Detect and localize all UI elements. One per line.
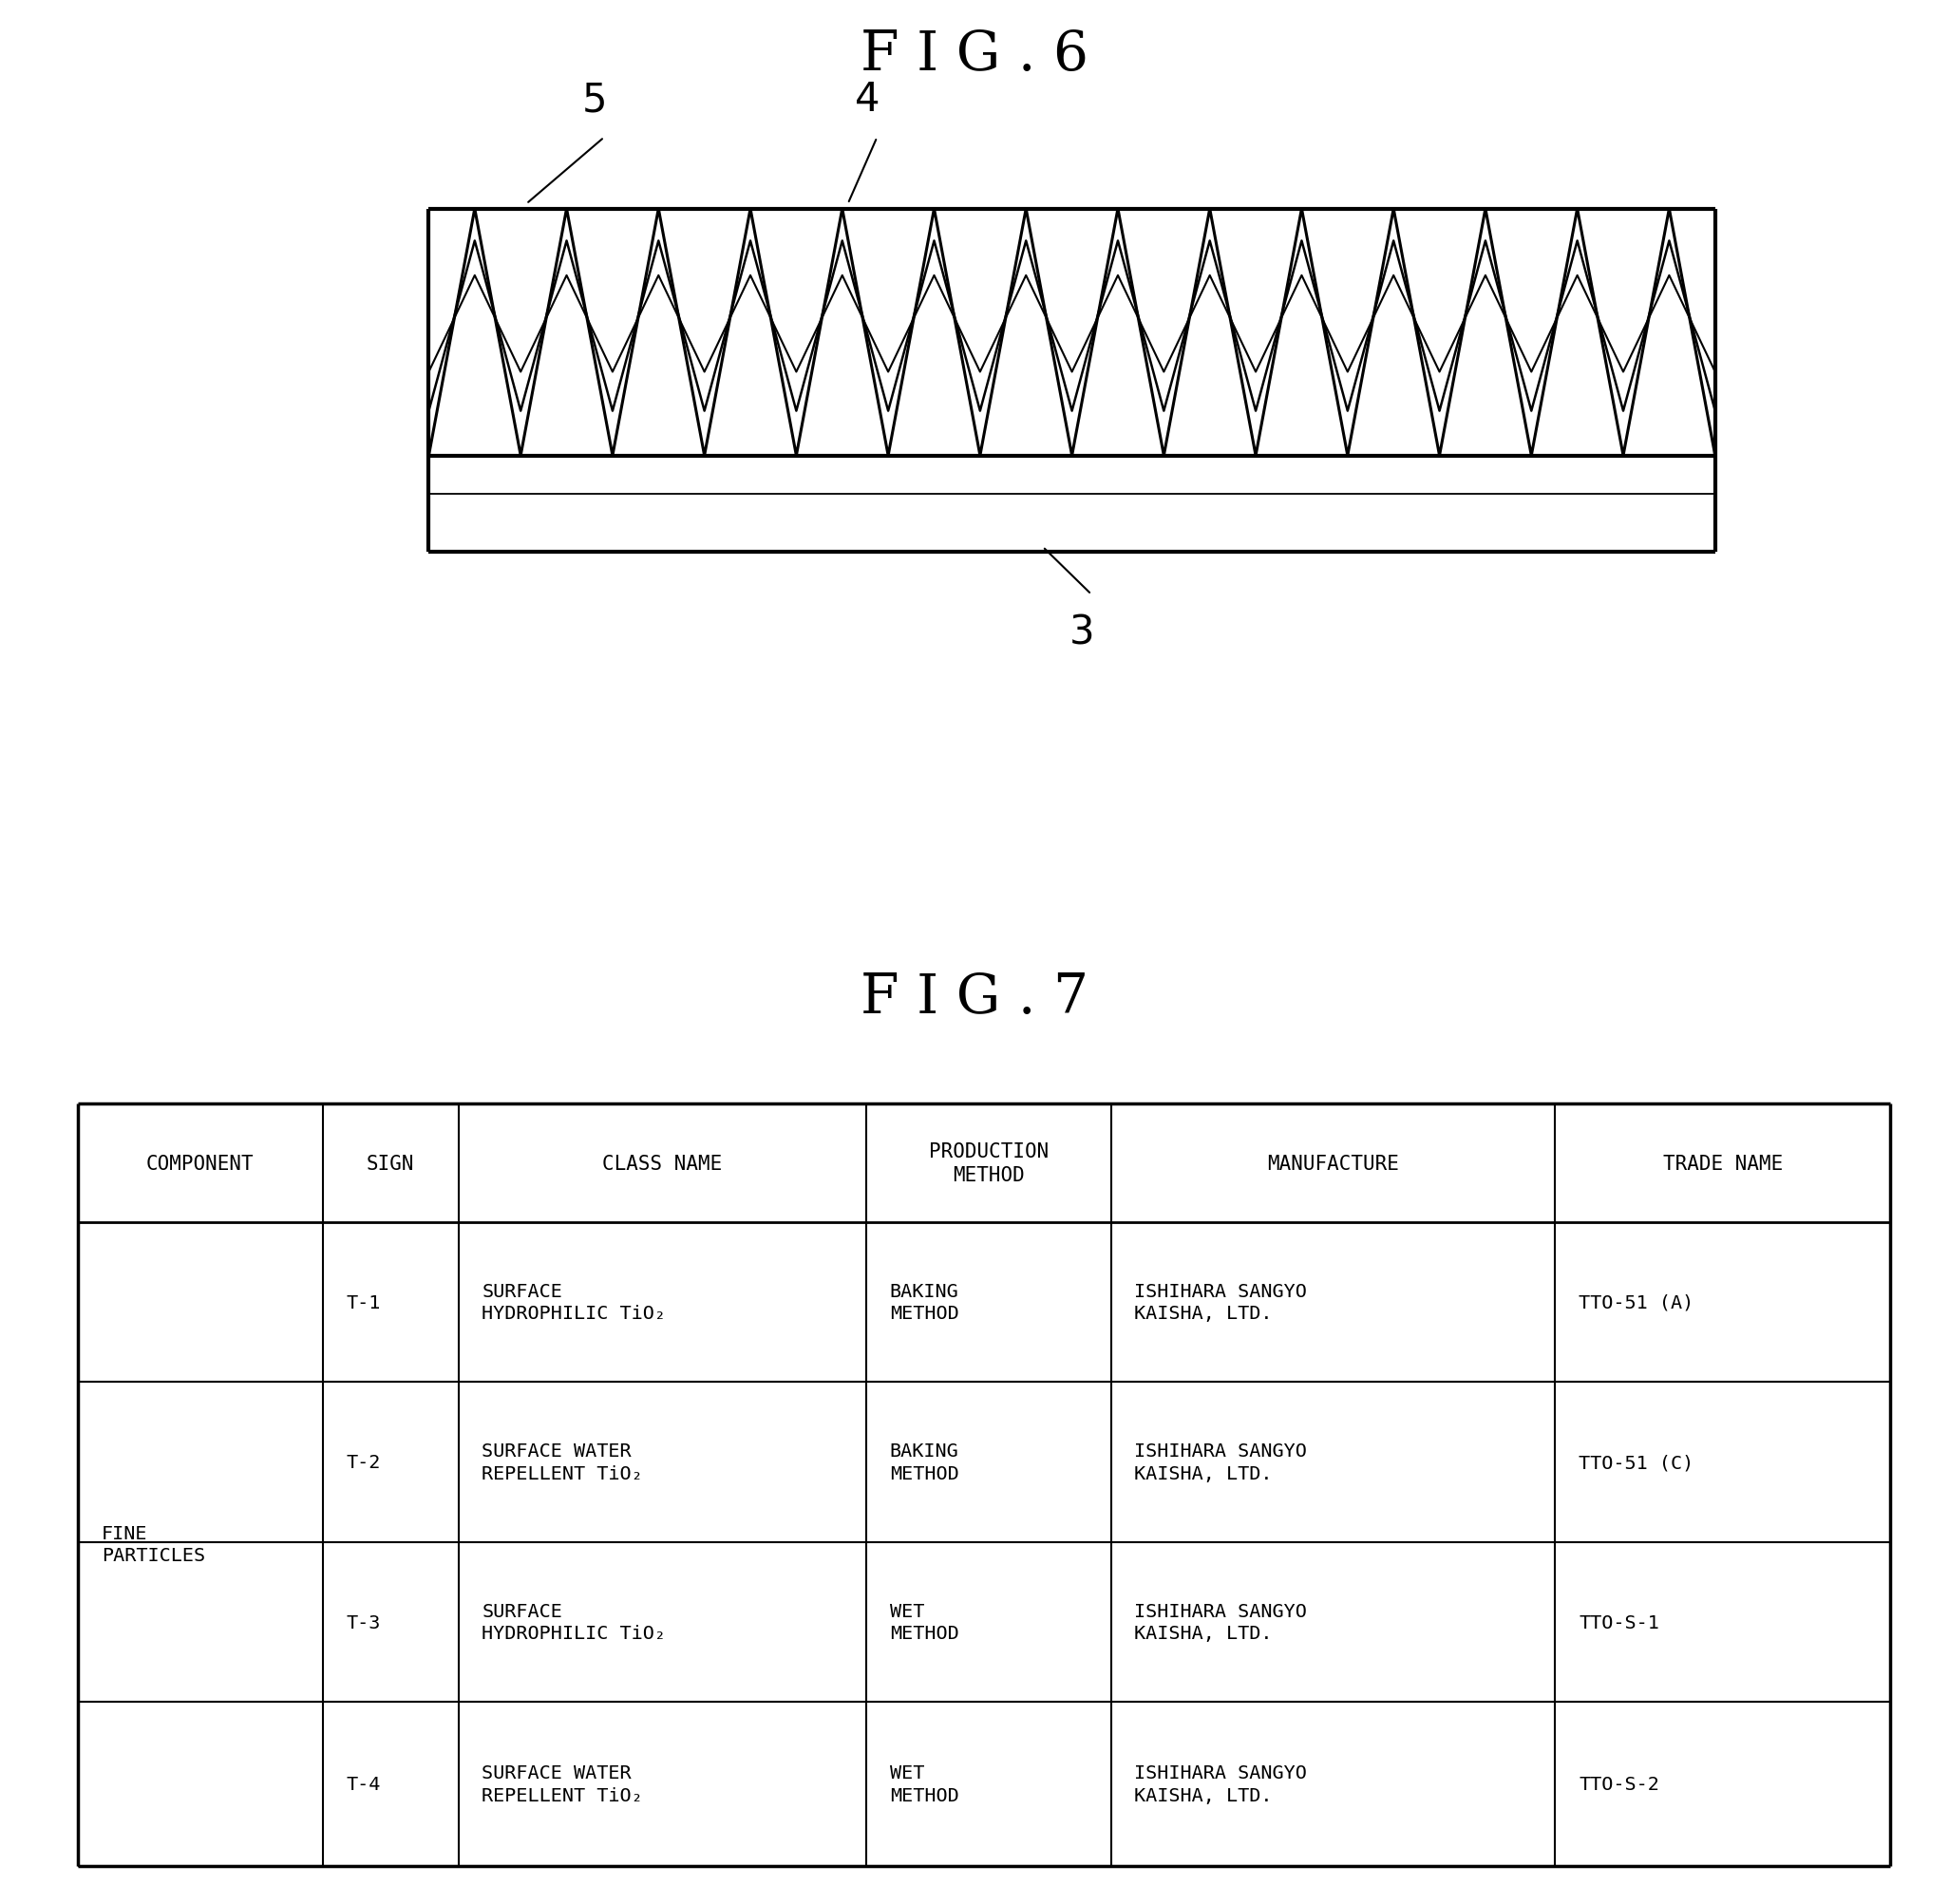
Text: FINE
PARTICLES: FINE PARTICLES — [101, 1523, 205, 1565]
Text: ISHIHARA SANGYO
KAISHA, LTD.: ISHIHARA SANGYO KAISHA, LTD. — [1134, 1601, 1308, 1643]
Text: F I G . 6: F I G . 6 — [861, 29, 1088, 82]
Text: T-1: T-1 — [347, 1293, 380, 1312]
Text: COMPONENT: COMPONENT — [146, 1154, 253, 1173]
Text: TTO-S-2: TTO-S-2 — [1579, 1775, 1659, 1794]
Text: PRODUCTION
METHOD: PRODUCTION METHOD — [930, 1142, 1049, 1184]
Text: 4: 4 — [856, 80, 879, 120]
Text: TTO-51 (C): TTO-51 (C) — [1579, 1453, 1694, 1472]
Text: TTO-51 (A): TTO-51 (A) — [1579, 1293, 1694, 1312]
Text: MANUFACTURE: MANUFACTURE — [1267, 1154, 1399, 1173]
Text: WET
METHOD: WET METHOD — [891, 1763, 959, 1805]
Text: T-2: T-2 — [347, 1453, 380, 1472]
Text: T-4: T-4 — [347, 1775, 380, 1794]
Text: SURFACE WATER
REPELLENT TiO₂: SURFACE WATER REPELLENT TiO₂ — [481, 1763, 643, 1805]
Text: 5: 5 — [583, 80, 606, 120]
Text: SURFACE
HYDROPHILIC TiO₂: SURFACE HYDROPHILIC TiO₂ — [481, 1281, 667, 1323]
Text: F I G . 7: F I G . 7 — [860, 971, 1089, 1024]
Text: TRADE NAME: TRADE NAME — [1662, 1154, 1783, 1173]
Text: 3: 3 — [1070, 613, 1093, 653]
Text: SURFACE
HYDROPHILIC TiO₂: SURFACE HYDROPHILIC TiO₂ — [481, 1601, 667, 1643]
Text: BAKING
METHOD: BAKING METHOD — [891, 1281, 959, 1323]
Text: ISHIHARA SANGYO
KAISHA, LTD.: ISHIHARA SANGYO KAISHA, LTD. — [1134, 1281, 1308, 1323]
Text: WET
METHOD: WET METHOD — [891, 1601, 959, 1643]
Text: ISHIHARA SANGYO
KAISHA, LTD.: ISHIHARA SANGYO KAISHA, LTD. — [1134, 1441, 1308, 1483]
Text: BAKING
METHOD: BAKING METHOD — [891, 1441, 959, 1483]
Text: TTO-S-1: TTO-S-1 — [1579, 1613, 1659, 1632]
Text: SURFACE WATER
REPELLENT TiO₂: SURFACE WATER REPELLENT TiO₂ — [481, 1441, 643, 1483]
Text: ISHIHARA SANGYO
KAISHA, LTD.: ISHIHARA SANGYO KAISHA, LTD. — [1134, 1763, 1308, 1805]
Text: SIGN: SIGN — [366, 1154, 415, 1173]
Text: CLASS NAME: CLASS NAME — [602, 1154, 723, 1173]
Text: T-3: T-3 — [347, 1613, 380, 1632]
